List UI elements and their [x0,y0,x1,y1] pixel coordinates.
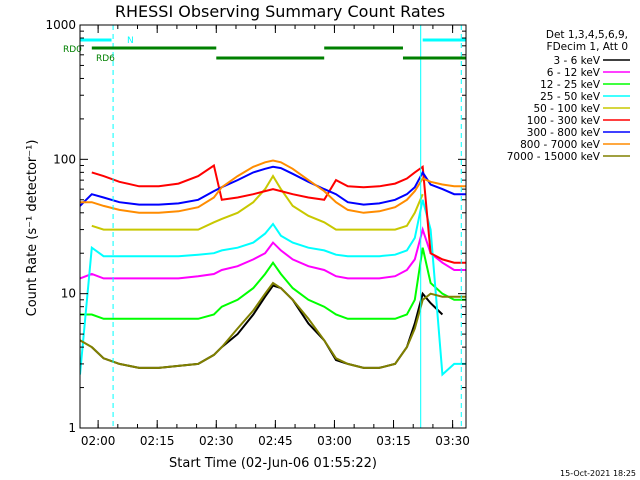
x-tick-label-4: 03:00 [317,434,352,448]
x-tick-label-6: 03:30 [435,434,470,448]
series-line-3 [80,199,466,377]
legend-label-6: 300 - 800 keV [527,127,601,139]
series-line-4 [91,174,424,231]
series-line-5 [91,163,466,264]
series-layer [80,159,466,377]
legend-label-0: 3 - 6 keV [553,55,600,67]
legend-label-4: 50 - 100 keV [533,103,600,115]
annotation-rd6: RD6 [96,54,115,64]
plot-frame [79,24,467,429]
footer-timestamp: 15-Oct-2021 18:25 [560,469,636,478]
legend: Det 1,3,4,5,6,9,FDecim 1, Att 0 3 - 6 keV… [507,29,630,163]
legend-label-1: 6 - 12 keV [547,67,601,79]
legend-header-0: Det 1,3,4,5,6,9, [546,29,628,41]
x-tick-label-2: 02:30 [199,434,234,448]
legend-label-2: 12 - 25 keV [540,79,601,91]
legend-label-3: 25 - 50 keV [540,91,601,103]
y-tick-label-1: 10 [61,287,76,301]
tick-layer: 1 10 100 1000 02:00 02:15 02:30 02:45 03:00 03:15… [45,18,469,448]
series-line-2 [80,247,466,320]
legend-label-7: 800 - 7000 keV [520,139,601,151]
chart-title: RHESSI Observing Summary Count Rates [115,2,445,21]
annotation-rd0: RD0 [63,45,82,55]
series-line-8 [80,281,466,369]
y-tick-label-3: 1000 [45,18,76,32]
legend-label-8: 7000 - 15000 keV [507,151,601,163]
x-tick-label-5: 03:15 [376,434,411,448]
x-tick-label-0: 02:00 [81,434,116,448]
annotation-night: N [127,36,134,46]
legend-label-5: 100 - 300 keV [527,115,601,127]
x-tick-label-3: 02:45 [258,434,293,448]
series-line-0 [91,284,444,369]
x-tick-label-1: 02:15 [140,434,175,448]
series-line-6 [80,165,466,207]
series-line-1 [80,226,466,280]
series-line-7 [80,159,466,214]
y-tick-label-2: 100 [53,152,76,166]
y-tick-label-0: 1 [68,421,76,435]
legend-header-1: FDecim 1, Att 0 [547,41,628,53]
y-axis-label: Count Rate (s⁻¹ detector⁻¹) [25,140,40,317]
x-axis-label: Start Time (02-Jun-06 01:55:22) [169,456,377,471]
